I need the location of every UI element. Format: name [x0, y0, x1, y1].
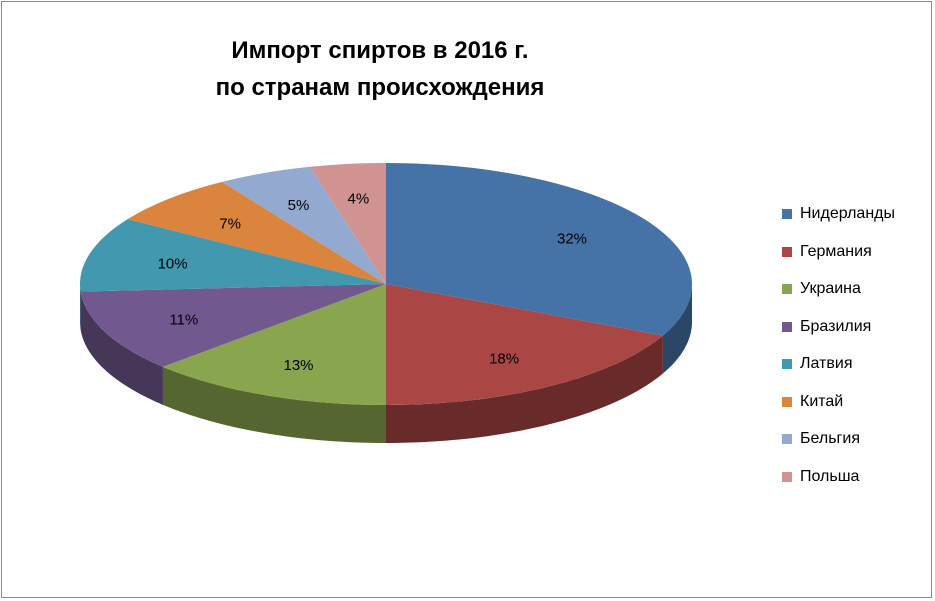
- pie-slice-0: [386, 163, 693, 336]
- legend-label-3: Бразилия: [800, 317, 872, 335]
- pie-side-1: [386, 335, 663, 443]
- legend-swatch-1: [782, 246, 792, 257]
- legend-item-5: Китай: [782, 392, 843, 412]
- slice-data-label-7: 4%: [348, 191, 370, 208]
- legend-swatch-0: [782, 209, 792, 219]
- slice-data-label-1: 18%: [489, 351, 519, 368]
- legend-label-7: Польша: [800, 467, 860, 485]
- slice-data-label-2: 13%: [283, 357, 313, 374]
- slice-data-label-5: 7%: [219, 215, 241, 232]
- legend-swatch-3: [782, 321, 792, 332]
- pie-side-0: [662, 284, 692, 374]
- pie-slice-1: [386, 284, 663, 405]
- chart-title-line1: Импорт спиртов в 2016 г.: [231, 37, 529, 64]
- legend-item-2: Украина: [782, 279, 861, 299]
- chart-title-line2: по странам происхождения: [215, 74, 545, 101]
- legend-label-6: Бельгия: [800, 430, 860, 447]
- legend-label-5: Китай: [800, 392, 844, 410]
- legend-swatch-2: [782, 284, 792, 294]
- legend-item-0: Нидерланды: [782, 204, 895, 224]
- slice-data-label-6: 5%: [288, 197, 310, 214]
- legend-swatch-5: [782, 396, 792, 407]
- slice-data-label-3: 11%: [169, 312, 198, 329]
- pie-side-3: [80, 291, 163, 405]
- pie-side-4: [80, 284, 81, 330]
- legend-item-1: Германия: [782, 242, 872, 262]
- legend-label-2: Украина: [800, 280, 861, 297]
- legend-item-4: Латвия: [782, 354, 852, 374]
- legend-item-6: Бельгия: [782, 429, 860, 449]
- pie-slice-5: [127, 181, 386, 284]
- slice-data-label-4: 10%: [158, 255, 188, 272]
- pie-slice-6: [222, 166, 386, 284]
- pie-slice-7: [309, 163, 386, 284]
- legend-item-7: Польша: [782, 467, 859, 487]
- pie-slice-2: [162, 284, 386, 405]
- legend-label-4: Латвия: [800, 355, 853, 372]
- legend-item-3: Бразилия: [782, 317, 871, 337]
- pie-slice-4: [79, 219, 386, 292]
- legend-swatch-4: [782, 359, 792, 369]
- pie-slice-3: [80, 284, 386, 367]
- slice-data-label-0: 32%: [557, 230, 587, 247]
- legend-swatch-6: [782, 434, 792, 444]
- legend-swatch-7: [782, 471, 792, 482]
- pie-side-2: [162, 366, 386, 443]
- legend-label-0: Нидерланды: [800, 205, 895, 222]
- legend-label-1: Германия: [800, 242, 872, 260]
